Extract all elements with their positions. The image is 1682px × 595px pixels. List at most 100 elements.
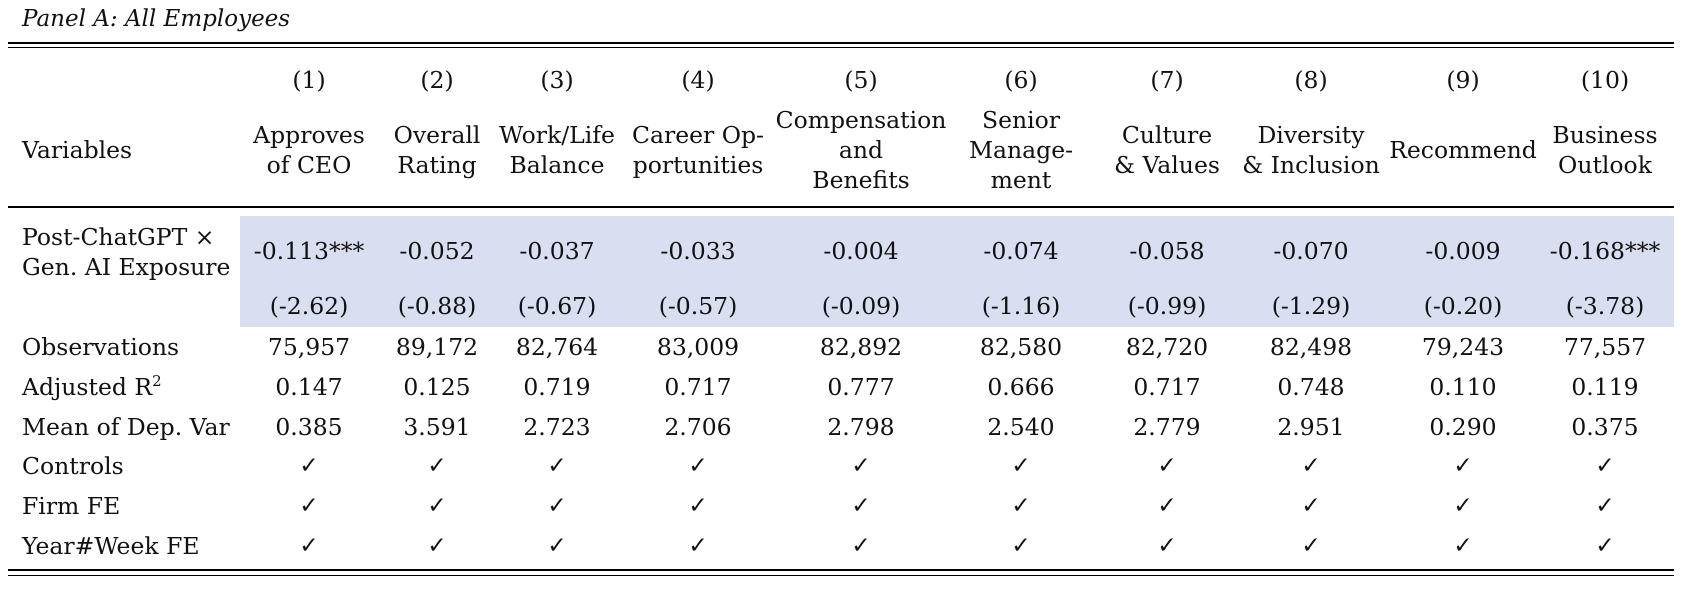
column-header-1-line-1: Approves — [253, 121, 365, 149]
year-week-fe-check-4: ✓ — [688, 533, 708, 559]
adjusted-r2-4: 0.717 — [664, 373, 732, 401]
controls-check-1: ✓ — [299, 453, 319, 479]
t-stat-6: (-1.16) — [981, 292, 1061, 320]
t-stat-4: (-0.57) — [658, 292, 738, 320]
year-week-fe-check-9: ✓ — [1453, 533, 1473, 559]
controls-check-2: ✓ — [427, 453, 447, 479]
mean-dep-var-label: Mean of Dep. Var — [22, 413, 230, 441]
column-header-6-line-1: Senior — [981, 106, 1061, 134]
column-header-6-line-3: ment — [990, 166, 1052, 194]
mean-dep-var-5: 2.798 — [827, 413, 895, 441]
column-header-2-line-1: Overall — [393, 121, 481, 149]
t-stat-7: (-0.99) — [1127, 292, 1207, 320]
coefficient-3: -0.037 — [519, 237, 595, 265]
column-header-7-line-2: & Values — [1114, 151, 1220, 179]
column-header-7-line-1: Culture — [1121, 121, 1213, 149]
year-week-fe-check-6: ✓ — [1011, 533, 1031, 559]
column-header-4-line-1: Career Op- — [632, 121, 764, 149]
observations-1: 75,957 — [267, 333, 351, 361]
adjusted-r2-8: 0.748 — [1277, 373, 1345, 401]
adjusted-r2-7: 0.717 — [1133, 373, 1201, 401]
controls-check-4: ✓ — [688, 453, 708, 479]
firm-fe-check-1: ✓ — [299, 493, 319, 519]
t-stat-2: (-0.88) — [397, 292, 477, 320]
coefficient-2: -0.052 — [399, 237, 475, 265]
year-week-fe-check-2: ✓ — [427, 533, 447, 559]
adjusted-r2-5: 0.777 — [827, 373, 895, 401]
controls-check-5: ✓ — [851, 453, 871, 479]
controls-label: Controls — [22, 452, 124, 480]
t-stat-10: (-3.78) — [1565, 292, 1645, 320]
t-stat-5: (-0.09) — [821, 292, 901, 320]
year-week-fe-check-3: ✓ — [547, 533, 567, 559]
adjusted-r2-label: Adjusted R2 — [22, 372, 162, 402]
observations-10: 77,557 — [1563, 333, 1647, 361]
column-header-8-line-2: & Inclusion — [1242, 151, 1380, 179]
adjusted-r2-3: 0.719 — [523, 373, 591, 401]
coefficient-8: -0.070 — [1273, 237, 1349, 265]
mean-dep-var-2: 3.591 — [403, 413, 471, 441]
adjusted-r2-9: 0.110 — [1429, 373, 1497, 401]
column-number-2: (2) — [420, 66, 454, 94]
observations-4: 83,009 — [656, 333, 740, 361]
firm-fe-check-3: ✓ — [547, 493, 567, 519]
year-week-fe-check-7: ✓ — [1157, 533, 1177, 559]
adjusted-r2-6: 0.666 — [987, 373, 1055, 401]
column-header-5-line-2: and — [838, 136, 884, 164]
main-variable-label-line2: Gen. AI Exposure — [22, 253, 231, 281]
variables-label: Variables — [22, 136, 133, 164]
mean-dep-var-1: 0.385 — [275, 413, 343, 441]
firm-fe-check-5: ✓ — [851, 493, 871, 519]
column-header-4-line-2: portunities — [632, 151, 764, 179]
top-rule-inner — [8, 47, 1674, 48]
firm-fe-check-8: ✓ — [1301, 493, 1321, 519]
column-number-5: (5) — [844, 66, 878, 94]
t-stat-9: (-0.20) — [1423, 292, 1503, 320]
column-header-1-line-2: of CEO — [266, 151, 352, 179]
bottom-rule-inner — [8, 575, 1674, 576]
controls-check-8: ✓ — [1301, 453, 1321, 479]
highlighted-coefficient-band — [240, 216, 1674, 327]
column-number-6: (6) — [1004, 66, 1038, 94]
coefficient-1: -0.113*** — [253, 237, 365, 265]
t-stat-1: (-2.62) — [269, 292, 349, 320]
firm-fe-check-6: ✓ — [1011, 493, 1031, 519]
column-number-9: (9) — [1446, 66, 1480, 94]
year-week-fe-check-10: ✓ — [1595, 533, 1615, 559]
observations-8: 82,498 — [1269, 333, 1353, 361]
column-number-1: (1) — [292, 66, 326, 94]
t-stat-8: (-1.29) — [1271, 292, 1351, 320]
coefficient-5: -0.004 — [823, 237, 899, 265]
mean-dep-var-6: 2.540 — [987, 413, 1055, 441]
observations-3: 82,764 — [515, 333, 599, 361]
observations-label: Observations — [22, 333, 180, 361]
header-rule — [8, 206, 1674, 208]
mean-dep-var-3: 2.723 — [523, 413, 591, 441]
year-week-fe-check-1: ✓ — [299, 533, 319, 559]
controls-check-10: ✓ — [1595, 453, 1615, 479]
column-number-8: (8) — [1294, 66, 1328, 94]
column-header-8-line-1: Diversity — [1257, 121, 1365, 149]
mean-dep-var-9: 0.290 — [1429, 413, 1497, 441]
firm-fe-check-9: ✓ — [1453, 493, 1473, 519]
firm-fe-check-2: ✓ — [427, 493, 447, 519]
column-header-9-line-1: Recommend — [1389, 136, 1537, 164]
column-header-3-line-1: Work/Life — [499, 121, 615, 149]
column-number-10: (10) — [1580, 66, 1630, 94]
mean-dep-var-4: 2.706 — [664, 413, 732, 441]
mean-dep-var-7: 2.779 — [1133, 413, 1201, 441]
coefficient-4: -0.033 — [660, 237, 736, 265]
t-stat-3: (-0.67) — [517, 292, 597, 320]
adjusted-r2-1: 0.147 — [275, 373, 343, 401]
column-number-4: (4) — [681, 66, 715, 94]
column-header-3-line-2: Balance — [509, 151, 605, 179]
observations-2: 89,172 — [395, 333, 479, 361]
column-header-5-line-3: Benefits — [812, 166, 910, 194]
bottom-rule — [8, 569, 1674, 571]
column-header-5-line-1: Compensation — [775, 106, 947, 134]
controls-check-9: ✓ — [1453, 453, 1473, 479]
adjusted-r2-2: 0.125 — [403, 373, 471, 401]
observations-9: 79,243 — [1421, 333, 1505, 361]
coefficient-9: -0.009 — [1425, 237, 1501, 265]
adjusted-r2-10: 0.119 — [1571, 373, 1639, 401]
